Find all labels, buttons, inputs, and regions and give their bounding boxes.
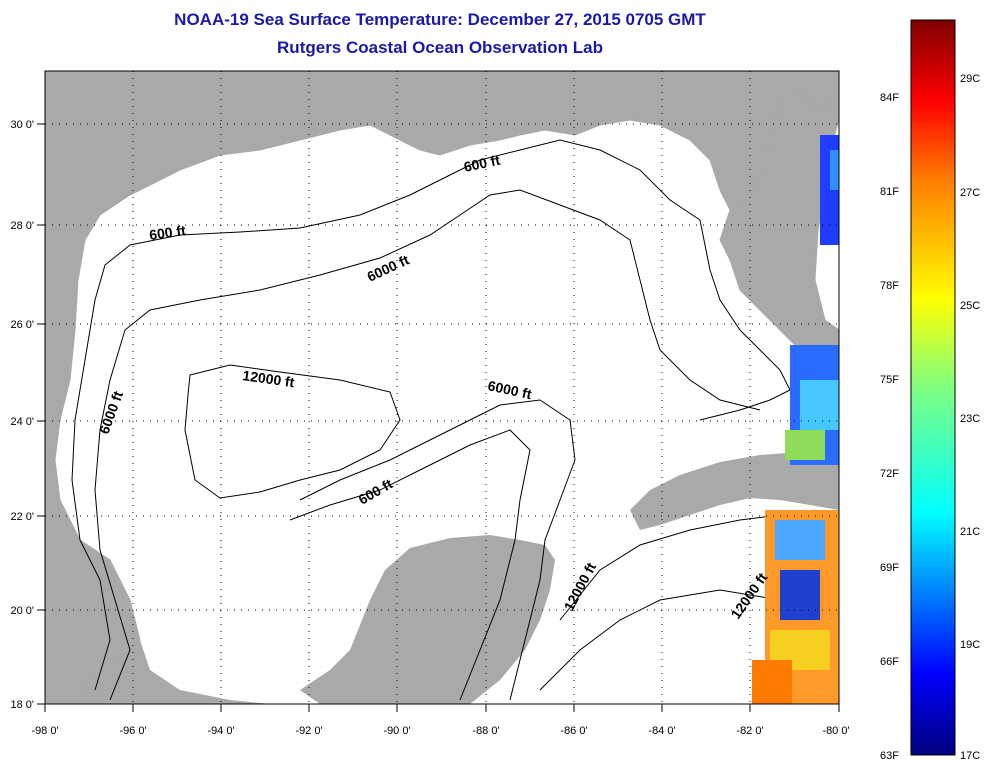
lon-tick-label: -90 0': [383, 725, 410, 737]
colorbar-fahrenheit-labels: 84F 81F 78F 75F 72F 69F 66F 63F: [880, 92, 899, 762]
lat-tick-label: 26 0': [10, 319, 34, 331]
lon-tick-label: -96 0': [119, 725, 146, 737]
lat-tick-label: 28 0': [10, 220, 34, 232]
lon-tick-label: -92 0': [295, 725, 322, 737]
lon-tick-label: -98 0': [31, 725, 58, 737]
lat-tick-label: 30 0': [10, 119, 34, 131]
lat-tick-label: 20 0': [10, 605, 34, 617]
colorbar-c-label: 25C: [960, 300, 980, 312]
map-frame: [44, 70, 840, 705]
latitude-labels: 18 0' 20 0' 22 0' 24 0' 26 0' 28 0' 30 0…: [10, 119, 34, 711]
colorbar-f-label: 72F: [880, 468, 899, 480]
colorbar-c-label: 27C: [960, 187, 980, 199]
contour-label: 12000 ft: [242, 367, 296, 390]
lon-tick-label: -80 0': [822, 725, 849, 737]
longitude-labels: -98 0' -96 0' -94 0' -92 0' -90 0' -88 0…: [31, 725, 849, 737]
lat-tick-label: 22 0': [10, 511, 34, 523]
temperature-colorbar: [910, 19, 956, 756]
map-subtitle: Rutgers Coastal Ocean Observation Lab: [277, 38, 603, 57]
colorbar-c-label: 21C: [960, 526, 980, 538]
lat-tick-label: 24 0': [10, 416, 34, 428]
lon-tick-label: -84 0': [648, 725, 675, 737]
map-grid: [45, 71, 839, 704]
colorbar-f-label: 81F: [880, 186, 899, 198]
land-cuba: [630, 452, 839, 530]
colorbar-f-label: 78F: [880, 280, 899, 292]
tick-marks: [37, 123, 840, 712]
lon-tick-label: -88 0': [472, 725, 499, 737]
lon-tick-label: -94 0': [207, 725, 234, 737]
land-yucatan: [45, 535, 555, 704]
colorbar-f-label: 75F: [880, 374, 899, 386]
contour-label: 600 ft: [462, 152, 501, 175]
colorbar-celsius-labels: 29C 27C 25C 23C 21C 19C 17C: [960, 73, 980, 762]
map-title: NOAA-19 Sea Surface Temperature: Decembe…: [174, 10, 706, 29]
lat-tick-label: 18 0': [10, 699, 34, 711]
colorbar-c-label: 19C: [960, 639, 980, 651]
contour-label: 600 ft: [148, 222, 187, 243]
colorbar-c-label: 29C: [960, 73, 980, 85]
lon-tick-label: -86 0': [560, 725, 587, 737]
colorbar-c-label: 17C: [960, 750, 980, 762]
colorbar-f-label: 63F: [880, 750, 899, 762]
lon-tick-label: -82 0': [736, 725, 763, 737]
colorbar-f-label: 69F: [880, 562, 899, 574]
colorbar-c-label: 23C: [960, 413, 980, 425]
colorbar-f-label: 66F: [880, 656, 899, 668]
colorbar-f-label: 84F: [880, 92, 899, 104]
bathymetry-contours: [71, 139, 821, 701]
sst-swath: [752, 135, 839, 704]
